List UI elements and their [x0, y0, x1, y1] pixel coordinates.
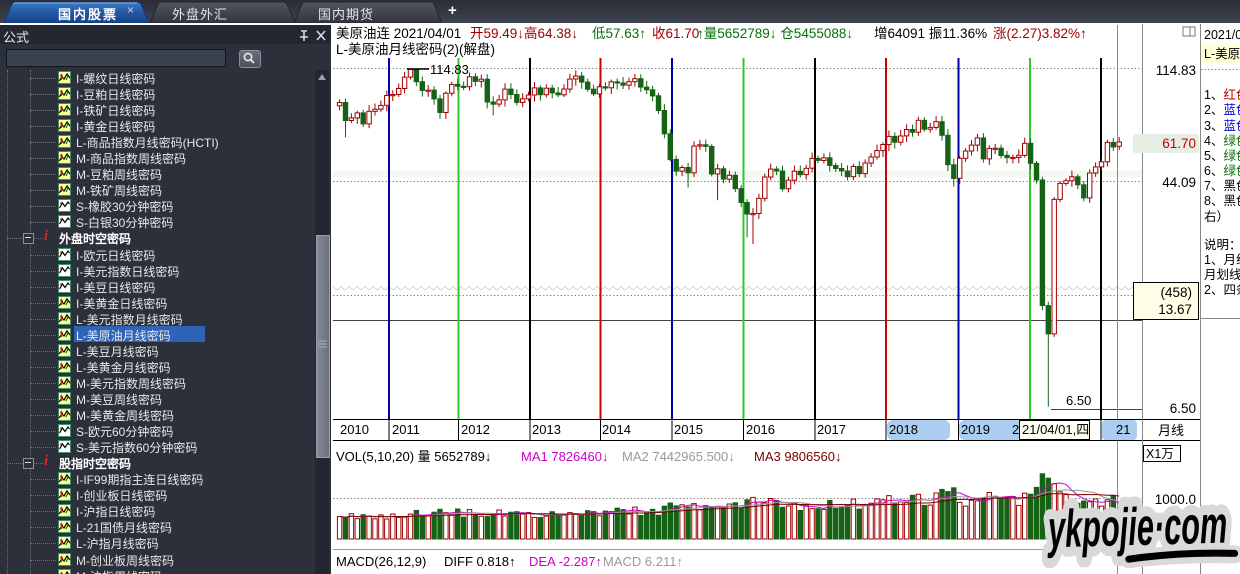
svg-text:月划线指标: 月划线指标 [1204, 267, 1240, 282]
svg-text:6.50: 6.50 [1066, 393, 1091, 408]
svg-text:2、蓝色箭头: 2、蓝色箭头 [1204, 102, 1240, 117]
svg-text:(458): (458) [1160, 285, 1192, 300]
svg-text:2017: 2017 [817, 422, 846, 437]
svg-text:2018: 2018 [889, 422, 918, 437]
svg-text:美原油连 2021/04/01: 美原油连 2021/04/01 [336, 26, 461, 41]
svg-text:7、黑色线条: 7、黑色线条 [1204, 178, 1240, 193]
svg-text:6.50: 6.50 [1170, 401, 1196, 416]
svg-text:DIFF 0.818↑: DIFF 0.818↑ [444, 554, 516, 569]
svg-text:MA2 7442965.500↓: MA2 7442965.500↓ [622, 449, 735, 464]
svg-text:1、红色箭头: 1、红色箭头 [1204, 87, 1240, 102]
svg-text:低57.63↑: 低57.63↑ [592, 26, 646, 41]
svg-text:MA3 9806560↓: MA3 9806560↓ [754, 449, 841, 464]
svg-text:2014: 2014 [602, 422, 631, 437]
svg-text:↑量5652789↓ 仓5455088↓: ↑量5652789↓ 仓5455088↓ [697, 26, 853, 41]
svg-text:6、绿色区域: 6、绿色区域 [1204, 163, 1240, 178]
svg-text:2021/04/01: 2021/04/01 [1204, 28, 1240, 42]
svg-text:21: 21 [1116, 422, 1130, 437]
svg-text:1000.0: 1000.0 [1155, 492, 1196, 507]
svg-text:月线: 月线 [1158, 423, 1184, 438]
svg-text:2012: 2012 [461, 422, 490, 437]
svg-text:2016: 2016 [746, 422, 775, 437]
svg-text:X1万: X1万 [1146, 447, 1174, 461]
svg-text:2011: 2011 [392, 422, 420, 437]
svg-text:涨(2.27)3.82%↑: 涨(2.27)3.82%↑ [993, 26, 1087, 41]
svg-text:21/04/01,四: 21/04/01,四 [1022, 422, 1089, 437]
svg-text:L-美原油月线密码: L-美原油月线密码 [1204, 46, 1240, 61]
svg-text:2、四条线: 2、四条线 [1204, 283, 1240, 297]
svg-text:DEA -2.287↑: DEA -2.287↑ [529, 554, 602, 569]
svg-text:44.09: 44.09 [1162, 175, 1196, 190]
svg-text:收61.70: 收61.70 [652, 26, 699, 41]
svg-text:3、蓝色线条: 3、蓝色线条 [1204, 118, 1240, 133]
svg-text:1、月线级别: 1、月线级别 [1204, 253, 1240, 267]
svg-text:MACD 6.211↑: MACD 6.211↑ [603, 554, 683, 569]
svg-text:2013: 2013 [532, 422, 561, 437]
svg-text:VOL(5,10,20) 量 5652789↓: VOL(5,10,20) 量 5652789↓ [336, 449, 491, 464]
svg-text:5、绿色线条: 5、绿色线条 [1204, 148, 1240, 163]
svg-text:开59.49↓高64.38↓: 开59.49↓高64.38↓ [470, 25, 578, 41]
svg-text:13.67: 13.67 [1158, 302, 1192, 317]
svg-text:右）: 右） [1204, 209, 1229, 224]
svg-text:MA1 7826460↓: MA1 7826460↓ [521, 449, 608, 464]
svg-text:2010: 2010 [340, 422, 369, 437]
svg-text:61.70: 61.70 [1162, 136, 1196, 151]
svg-text:2019: 2019 [961, 422, 990, 437]
svg-text:2015: 2015 [674, 422, 703, 437]
svg-text:MACD(26,12,9): MACD(26,12,9) [336, 554, 426, 569]
svg-text:114.83: 114.83 [430, 62, 469, 77]
svg-text:2: 2 [1012, 422, 1019, 437]
svg-text:说明：: 说明： [1204, 237, 1240, 252]
svg-text:4、绿色箭头: 4、绿色箭头 [1204, 133, 1240, 148]
svg-text:L-美原油月线密码(2)(解盘): L-美原油月线密码(2)(解盘) [336, 41, 495, 57]
svg-text:增64091 振11.36%: 增64091 振11.36% [874, 26, 987, 41]
svg-text:114.83: 114.83 [1156, 63, 1196, 78]
svg-text:8、黑色区域: 8、黑色区域 [1204, 193, 1240, 208]
